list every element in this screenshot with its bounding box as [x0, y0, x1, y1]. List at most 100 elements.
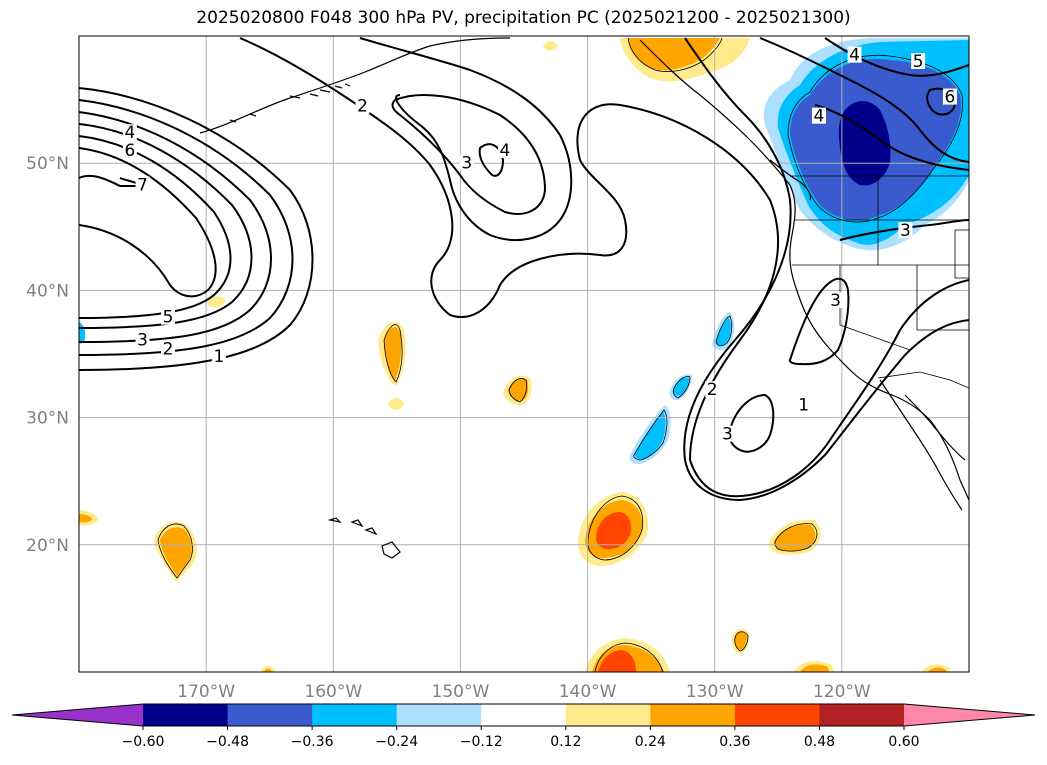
- outline-138w: [587, 495, 644, 561]
- contour-label: 3: [137, 331, 148, 351]
- coast-hawaii-maui: [350, 519, 378, 536]
- contour-label-bg: [161, 308, 175, 325]
- colorbar-bin: [819, 704, 905, 726]
- colorbar-bin: [481, 704, 567, 726]
- precip-outlines: [157, 37, 964, 672]
- colorbar-tick-label: −0.12: [460, 734, 503, 750]
- precip-orange-113w-bottom-in: [928, 667, 946, 672]
- colorbar-tick-label: 0.48: [804, 734, 835, 750]
- latitude-labels: 50°N 40°N 30°N 20°N: [26, 154, 69, 556]
- contour-label-bg: [122, 124, 137, 141]
- contour-label: 5: [163, 308, 174, 328]
- precip-orange-172w-in: [160, 527, 192, 576]
- colorbar-bin: [227, 704, 313, 726]
- pv-contour-3-north: [359, 37, 573, 241]
- outline-132w: [734, 631, 749, 652]
- contour-label: 3: [722, 425, 733, 445]
- lon-label: 130°W: [686, 682, 744, 702]
- contour-label-bg: [122, 142, 137, 159]
- coastlines: [199, 37, 969, 559]
- contour-label: 4: [500, 141, 511, 161]
- map-frame: [78, 35, 970, 673]
- lon-label: 160°W: [304, 682, 362, 702]
- pv-contour-4-north: [391, 94, 547, 215]
- outline-172w: [157, 523, 193, 579]
- coast-gulf-california: [904, 394, 966, 461]
- contour-label-bg: [796, 396, 811, 413]
- contour-label-bg: [911, 52, 926, 69]
- precip-orange-165w-bottom: [264, 668, 272, 672]
- colorbar-bin: [143, 704, 229, 726]
- precip-yellow-top-small: [543, 41, 558, 51]
- colorbar-bin: [734, 704, 820, 726]
- pv-contour-7-west: [79, 174, 146, 187]
- precip-yellow-155w-small: [388, 398, 404, 410]
- contour-label: 2: [357, 97, 368, 117]
- coast-pnw: [639, 39, 969, 501]
- border-utah-az: [916, 265, 969, 331]
- colorbar-tick-label: −0.48: [206, 734, 249, 750]
- contour-label: 7: [137, 175, 148, 195]
- lat-label: 40°N: [26, 281, 69, 301]
- pv-contour-2-north: [239, 37, 969, 498]
- pv-contour-4-nw: [824, 37, 969, 77]
- pv-contour-2-west: [79, 99, 294, 356]
- outline-sw3: [633, 409, 668, 461]
- pv-contour-4-pnw: [814, 104, 969, 171]
- contour-label: 5: [913, 52, 924, 72]
- contour-label: 1: [213, 347, 224, 367]
- coast-alaska-peninsula: [199, 37, 511, 134]
- contour-label: 4: [849, 46, 860, 66]
- colorbar-tick-label: −0.60: [122, 734, 165, 750]
- contour-label: 2: [163, 339, 174, 359]
- colorbar-extend-low: [12, 704, 143, 726]
- coast-hawaii-oahu: [327, 517, 342, 523]
- outline-155w: [383, 324, 403, 383]
- pv-contour-3-idaho: [839, 219, 969, 241]
- contour-label-bg: [705, 381, 720, 398]
- precip-orange-west-edge: [79, 514, 92, 523]
- contour-label: 3: [900, 221, 911, 241]
- lon-label: 150°W: [432, 682, 490, 702]
- contour-label-bg: [497, 142, 512, 159]
- outline-145w: [508, 378, 528, 403]
- precip-orange-145w-in: [508, 378, 529, 401]
- pv-contour-6-west: [79, 147, 217, 298]
- colorbar-tick-label: 0.12: [550, 734, 581, 750]
- contour-label-bg: [811, 107, 826, 124]
- outline-138w-south: [594, 642, 664, 672]
- lat-label: 30°N: [26, 409, 69, 429]
- colorbar-tick-labels: −0.60 −0.48 −0.36 −0.24 −0.12 0.12 0.24 0.36 0.4…: [122, 726, 920, 750]
- precip-orange-123w-bottom-in: [800, 664, 829, 672]
- contour-label-bg: [355, 97, 370, 114]
- outline-gulf-alaska: [627, 37, 723, 72]
- colorbar: [11, 703, 1036, 727]
- colorbar-extend-high: [904, 704, 1035, 726]
- precip-negative-shading: [79, 38, 969, 464]
- precip-blue-sw2-in: [673, 377, 689, 396]
- precip-orange-132w-in: [734, 632, 747, 650]
- contour-label: 2: [707, 380, 718, 400]
- lon-label: 120°W: [813, 682, 871, 702]
- colorbar-bin: [650, 704, 736, 726]
- precip-positive-shading: [79, 38, 950, 672]
- precip-orange-155w-in: [384, 326, 402, 380]
- coast-baja: [879, 379, 963, 511]
- contour-label-bg: [720, 425, 735, 442]
- coast-aleutians: [229, 83, 351, 123]
- colorbar-tick-label: −0.36: [291, 734, 334, 750]
- contour-label-bg: [847, 46, 862, 63]
- lon-label: 140°W: [559, 682, 617, 702]
- colorbar-tick-label: −0.24: [375, 734, 418, 750]
- lat-label: 50°N: [26, 154, 69, 174]
- precip-orange-gulf-alaska-in: [628, 38, 720, 71]
- pv-contour-1-east: [683, 37, 969, 502]
- pv-contour-4-inner: [478, 143, 505, 177]
- border-us-mexico: [877, 371, 969, 389]
- political-borders: [790, 175, 969, 389]
- contour-label-bg: [828, 292, 843, 309]
- outline-sw2: [672, 376, 691, 399]
- contour-label: 6: [124, 141, 135, 161]
